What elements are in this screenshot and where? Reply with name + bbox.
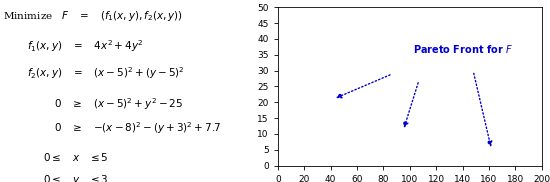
- Text: $f_1(x,y)$   $=$   $4x^2+4y^2$: $f_1(x,y)$ $=$ $4x^2+4y^2$: [27, 38, 144, 54]
- Text: $0$   $\geq$   $(x-5)^2+y^2-25$: $0$ $\geq$ $(x-5)^2+y^2-25$: [54, 96, 183, 112]
- Text: $0\leq$   $y$   $\leq 3$: $0\leq$ $y$ $\leq 3$: [43, 173, 109, 182]
- Text: Minimize   $F$   $=$   $(f_1(x,y), f_2(x,y))$: Minimize $F$ $=$ $(f_1(x,y), f_2(x,y))$: [3, 9, 183, 23]
- Text: $f_2(x,y)$   $=$   $(x-5)^2+(y-5)^2$: $f_2(x,y)$ $=$ $(x-5)^2+(y-5)^2$: [27, 66, 185, 81]
- Text: $0$   $\geq$   $-(x-8)^2-(y+3)^2+7.7$: $0$ $\geq$ $-(x-8)^2-(y+3)^2+7.7$: [54, 120, 221, 136]
- Text: Pareto Front for $\mathit{F}$: Pareto Front for $\mathit{F}$: [412, 43, 513, 55]
- Text: $0\leq$   $x$   $\leq 5$: $0\leq$ $x$ $\leq 5$: [43, 151, 109, 163]
